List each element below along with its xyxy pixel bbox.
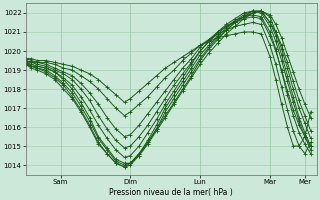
X-axis label: Pression niveau de la mer( hPa ): Pression niveau de la mer( hPa ) (109, 188, 233, 197)
